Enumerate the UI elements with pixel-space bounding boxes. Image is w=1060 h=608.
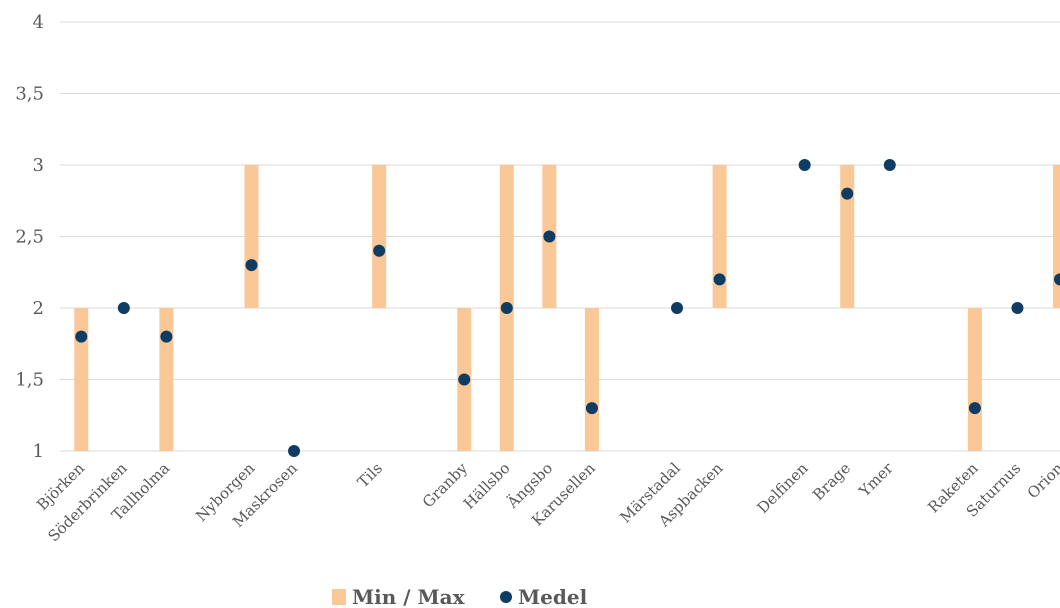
x-category-label: Orion (1024, 459, 1060, 502)
range-bar (967, 308, 982, 451)
x-category-label: Hällsbo (460, 459, 514, 513)
x-category-label: Delfinen (754, 459, 812, 517)
range-bar (712, 165, 727, 308)
y-tick-label: 2,5 (15, 227, 44, 248)
legend-range-swatch (332, 589, 346, 605)
mean-point (458, 373, 471, 386)
x-category-label: Ymer (855, 459, 897, 501)
mean-point (543, 230, 556, 243)
legend-range-label: Min / Max (352, 585, 466, 608)
mean-point (1054, 273, 1060, 286)
range-bar (244, 165, 259, 308)
x-category-label: Tils (354, 459, 386, 491)
y-tick-label: 4 (33, 12, 44, 33)
y-tick-label: 1,5 (15, 370, 44, 391)
mean-point (373, 244, 386, 257)
y-axis-ticks: 1 1,5 2 2,5 3 3,5 4 (15, 12, 44, 462)
range-bar (584, 308, 599, 451)
range-bar (840, 165, 855, 308)
mean-point (585, 402, 598, 415)
mean-point (1011, 302, 1024, 314)
mean-point (75, 330, 88, 343)
legend-point-label: Medel (518, 585, 588, 608)
mean-point (500, 302, 513, 314)
mean-point (713, 273, 726, 286)
range-bar (1053, 165, 1060, 308)
y-tick-label: 1 (33, 441, 44, 462)
y-tick-label: 3 (33, 155, 44, 176)
y-tick-label: 3,5 (15, 84, 44, 105)
mean-point (160, 330, 173, 343)
mean-point (798, 159, 811, 171)
range-bar (74, 308, 89, 451)
mean-points (75, 159, 1060, 457)
mean-point (968, 402, 981, 415)
y-tick-label: 2 (33, 298, 44, 319)
gridlines (60, 21, 1060, 452)
mean-point (245, 259, 258, 272)
mean-point (117, 302, 130, 314)
mean-point (671, 302, 684, 314)
x-category-label: Brage (809, 459, 854, 504)
mean-point (883, 159, 896, 171)
legend: Min / Max Medel (332, 585, 588, 608)
range-bar (372, 165, 387, 308)
range-bar (159, 308, 174, 451)
mean-point (841, 187, 854, 200)
legend-point-marker (500, 591, 512, 603)
mean-point (288, 445, 301, 457)
